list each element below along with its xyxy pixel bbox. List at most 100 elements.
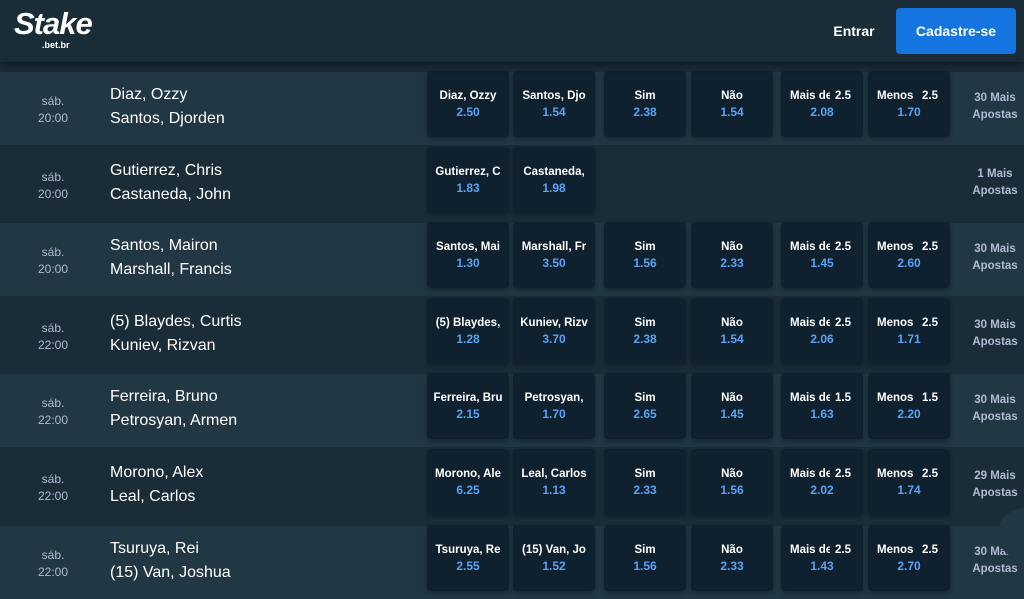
odds-value: 1.45 xyxy=(810,256,834,271)
odds-value: 1.56 xyxy=(633,558,657,573)
odds-button[interactable]: Menos 2.5 1.74 xyxy=(868,449,950,515)
odds-button[interactable]: Menos 2.5 1.71 xyxy=(868,297,950,364)
fighter-name: Diaz, Ozzy xyxy=(110,86,188,103)
more-bets-link[interactable]: 30 Mais Apostas xyxy=(972,394,1018,424)
odds-button[interactable]: Sim 2.65 xyxy=(604,373,686,440)
market-line: 2.5 xyxy=(835,543,851,556)
odds-button[interactable]: Menos 2.5 2.70 xyxy=(868,524,950,591)
odds-value: 1.74 xyxy=(897,483,921,497)
selection-label: Sim xyxy=(634,543,656,556)
odds-value: 2.06 xyxy=(810,331,834,346)
market-label: Menos xyxy=(877,468,914,480)
odds-value: 1.70 xyxy=(897,105,921,119)
odds-button[interactable]: Mais de 2.5 2.06 xyxy=(781,297,863,364)
odds-button[interactable]: Mais de 2.5 1.45 xyxy=(781,222,863,289)
odds-button[interactable]: Menos 1.5 2.20 xyxy=(868,373,950,440)
odds-button[interactable]: Não 2.33 xyxy=(691,222,773,289)
selection-label: Gutierrez, C xyxy=(435,165,501,178)
odds-value: 2.08 xyxy=(810,105,834,119)
odds-value: 1.28 xyxy=(456,331,480,346)
odds-value: 1.71 xyxy=(897,331,921,346)
odds-button[interactable]: Castaneda, 1.98 xyxy=(513,146,595,213)
selection-label: Kuniev, Rizv xyxy=(520,316,588,329)
odds-button[interactable]: Tsuruya, Re 2.55 xyxy=(427,524,509,591)
odds-button[interactable]: Sim 2.38 xyxy=(604,71,686,137)
odds-value: 2.70 xyxy=(897,558,921,573)
odds-button[interactable]: Kuniev, Rizv 3.70 xyxy=(513,297,595,364)
odds-value: 1.63 xyxy=(810,407,834,422)
event-day: sáb. xyxy=(41,547,65,562)
odds-button[interactable]: (15) Van, Jo 1.52 xyxy=(513,524,595,591)
odds-button[interactable]: Não 2.33 xyxy=(691,524,773,591)
odds-button[interactable]: Marshall, Fr 3.50 xyxy=(513,222,595,289)
odds-button[interactable]: Ferreira, Bru 2.15 xyxy=(427,373,509,440)
selection-label: Castaneda, xyxy=(523,165,585,178)
more-bets-link[interactable]: 30 Mais Apostas xyxy=(972,92,1018,121)
odds-value: 3.50 xyxy=(542,256,566,271)
odds-value: 1.13 xyxy=(542,483,566,497)
odds-button[interactable]: Diaz, Ozzy 2.50 xyxy=(427,71,509,137)
odds-value: 1.54 xyxy=(542,105,566,119)
fighter-name: (15) Van, Joshua xyxy=(110,563,231,581)
odds-button[interactable]: Não 1.45 xyxy=(691,373,773,440)
odds-value: 1.56 xyxy=(720,483,744,497)
odds-button[interactable]: Mais de 2.5 1.43 xyxy=(781,524,863,591)
odds-button[interactable]: Santos, Djo 1.54 xyxy=(513,71,595,137)
event-day: sáb. xyxy=(41,472,65,486)
odds-value: 2.65 xyxy=(633,407,657,422)
more-bets-link[interactable]: 1 Mais Apostas xyxy=(972,167,1018,197)
event-time: 20:00 xyxy=(37,111,69,125)
fighter-name: Santos, Djorden xyxy=(110,110,225,127)
odds-button[interactable]: Não 1.54 xyxy=(691,71,773,137)
odds-value: 1.70 xyxy=(542,407,566,422)
event-time: 22:00 xyxy=(37,489,69,503)
odds-button[interactable]: Mais de 2.5 2.08 xyxy=(781,71,863,137)
login-button[interactable]: Entrar xyxy=(833,23,875,39)
odds-button[interactable]: Santos, Mai 1.30 xyxy=(427,222,509,289)
selection-label: Não xyxy=(721,543,743,556)
odds-button[interactable]: Sim 2.33 xyxy=(604,449,686,515)
odds-value: 6.25 xyxy=(456,483,480,497)
selection-label: Sim xyxy=(634,241,656,254)
market-label: Mais de xyxy=(790,316,830,329)
odds-value: 2.02 xyxy=(810,483,834,497)
market-label: Menos xyxy=(877,392,914,405)
selection-label: Santos, Mai xyxy=(436,241,500,254)
market-line: 2.5 xyxy=(922,241,938,254)
header: Stake .bet.br Entrar Cadastre-se xyxy=(0,0,1024,62)
odds-button[interactable]: Menos 2.5 1.70 xyxy=(868,71,950,137)
odds-value: 1.54 xyxy=(720,105,744,119)
odds-value: 2.33 xyxy=(720,558,744,573)
odds-button[interactable]: Menos 2.5 2.60 xyxy=(868,222,950,289)
odds-button[interactable]: Sim 1.56 xyxy=(604,222,686,289)
odds-button[interactable]: Sim 1.56 xyxy=(604,524,686,591)
odds-value: 2.33 xyxy=(720,256,744,271)
more-bets-link[interactable]: 30 Mais Apostas xyxy=(972,243,1018,273)
odds-button[interactable]: Mais de 1.5 1.63 xyxy=(781,373,863,440)
market-line: 2.5 xyxy=(835,241,851,254)
more-bets-link[interactable]: 29 Mais Apostas xyxy=(972,470,1018,499)
market-line: 2.5 xyxy=(835,316,851,329)
odds-value: 2.50 xyxy=(456,105,480,119)
odds-button[interactable]: Morono, Ale 6.25 xyxy=(427,449,509,515)
odds-button[interactable]: Não 1.54 xyxy=(691,297,773,364)
odds-value: 1.54 xyxy=(720,331,744,346)
odds-value: 2.20 xyxy=(897,407,921,422)
signup-button[interactable]: Cadastre-se xyxy=(896,8,1016,54)
fighter-name: Santos, Mairon xyxy=(110,237,218,255)
market-line: 2.5 xyxy=(835,90,851,102)
odds-button[interactable]: Gutierrez, C 1.83 xyxy=(427,146,509,213)
odds-button[interactable]: Petrosyan, 1.70 xyxy=(513,373,595,440)
odds-button[interactable]: Leal, Carlos 1.13 xyxy=(513,449,595,515)
odds-button[interactable]: Sim 2.38 xyxy=(604,297,686,364)
odds-button[interactable]: (5) Blaydes, 1.28 xyxy=(427,297,509,364)
selection-label: Tsuruya, Re xyxy=(435,543,501,556)
odds-button[interactable]: Não 1.56 xyxy=(691,449,773,515)
odds-button[interactable]: Mais de 2.5 2.02 xyxy=(781,449,863,515)
more-bets-link[interactable]: 30 Mais Apostas xyxy=(972,318,1018,348)
selection-label: Não xyxy=(721,316,743,329)
logo[interactable]: Stake xyxy=(14,6,93,41)
odds-value: 1.98 xyxy=(542,180,566,195)
selection-label: Leal, Carlos xyxy=(521,468,587,480)
market-line: 2.5 xyxy=(922,468,938,480)
